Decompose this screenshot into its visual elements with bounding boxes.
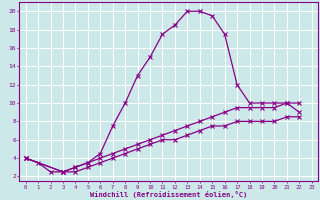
X-axis label: Windchill (Refroidissement éolien,°C): Windchill (Refroidissement éolien,°C)	[90, 191, 247, 198]
